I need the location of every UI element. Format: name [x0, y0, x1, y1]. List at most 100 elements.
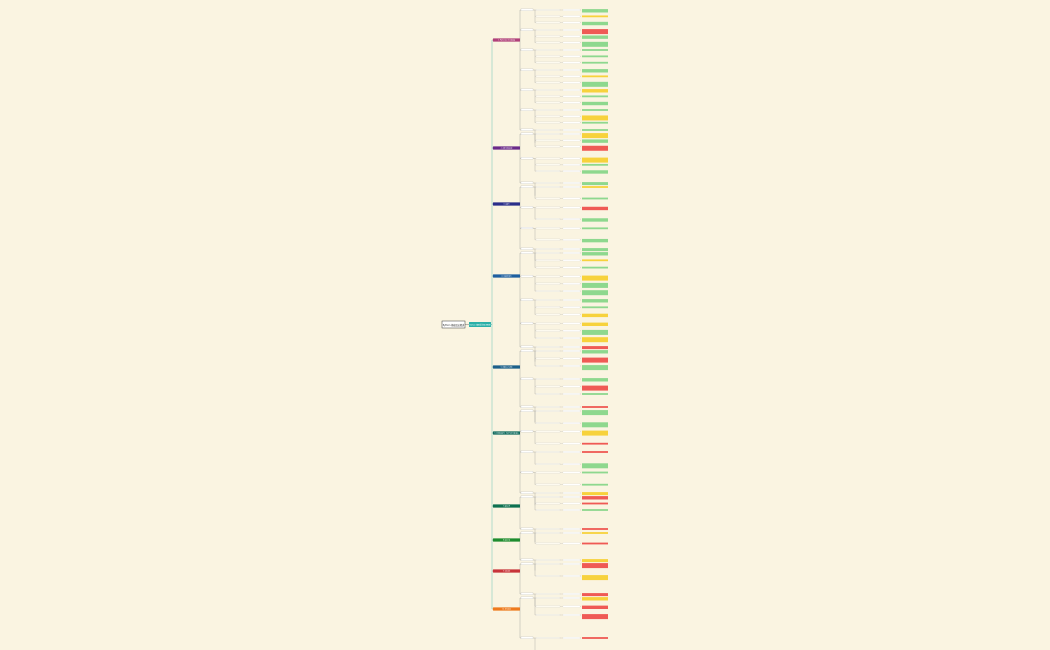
detail-node[interactable]: [535, 451, 561, 453]
point-node[interactable]: [562, 350, 581, 352]
point-node[interactable]: [562, 157, 581, 160]
leaf-note[interactable]: [582, 55, 608, 58]
point-node[interactable]: [562, 306, 581, 309]
subtopic-node[interactable]: [520, 409, 534, 412]
detail-node[interactable]: [535, 206, 561, 209]
point-node[interactable]: [562, 614, 581, 616]
point-node[interactable]: [562, 227, 581, 230]
point-node[interactable]: [562, 35, 581, 38]
leaf-note[interactable]: [582, 528, 608, 530]
detail-node[interactable]: [535, 496, 561, 498]
detail-node[interactable]: [535, 69, 561, 71]
leaf-note[interactable]: [582, 306, 608, 309]
leaf-note[interactable]: [582, 322, 608, 326]
point-node[interactable]: [562, 282, 581, 285]
subtopic-node[interactable]: [520, 275, 534, 278]
subtopic-node[interactable]: [520, 527, 534, 530]
subtopic-node[interactable]: [520, 227, 534, 230]
point-node[interactable]: [562, 559, 581, 561]
leaf-note[interactable]: [582, 129, 608, 131]
point-node[interactable]: [562, 21, 581, 24]
leaf-note[interactable]: [582, 186, 608, 188]
point-node[interactable]: [562, 496, 581, 498]
subtopic-node[interactable]: [520, 8, 534, 11]
leaf-note[interactable]: [582, 313, 608, 318]
point-node[interactable]: [562, 492, 581, 494]
point-node[interactable]: [562, 15, 581, 18]
detail-node[interactable]: [535, 129, 561, 131]
leaf-note[interactable]: [582, 121, 608, 124]
detail-node[interactable]: [535, 41, 561, 44]
point-node[interactable]: [562, 182, 581, 184]
point-node[interactable]: [562, 206, 581, 209]
subtopic-node[interactable]: [520, 108, 534, 111]
subtopic-node[interactable]: [520, 128, 534, 131]
leaf-note[interactable]: [582, 451, 608, 453]
detail-node[interactable]: [535, 528, 561, 530]
subtopic-node[interactable]: [520, 558, 534, 561]
subtopic-node[interactable]: [520, 349, 534, 352]
leaf-note[interactable]: [582, 259, 608, 262]
detail-node[interactable]: [535, 139, 561, 142]
detail-node[interactable]: [535, 49, 561, 51]
point-node[interactable]: [562, 115, 581, 118]
point-node[interactable]: [562, 69, 581, 71]
subtopic-node[interactable]: [520, 405, 534, 408]
leaf-note[interactable]: [582, 49, 608, 51]
detail-node[interactable]: [535, 471, 561, 474]
subtopic-node[interactable]: [520, 592, 534, 595]
detail-node[interactable]: [535, 259, 561, 262]
branch-node[interactable]: 7. 面向对象: [493, 504, 520, 508]
detail-node[interactable]: [535, 430, 561, 433]
detail-node[interactable]: [535, 121, 561, 124]
detail-node[interactable]: [535, 322, 561, 325]
subtopic-node[interactable]: [520, 471, 534, 474]
detail-node[interactable]: [535, 227, 561, 230]
detail-node[interactable]: [535, 378, 561, 380]
leaf-note[interactable]: [582, 442, 608, 445]
leaf-note[interactable]: [582, 422, 608, 428]
detail-node[interactable]: [535, 133, 561, 135]
leaf-note[interactable]: [582, 139, 608, 143]
branch-node[interactable]: 9. 文件操作: [493, 569, 520, 573]
leaf-note[interactable]: [582, 365, 608, 371]
point-node[interactable]: [562, 49, 581, 51]
leaf-note[interactable]: [582, 115, 608, 121]
leaf-note[interactable]: [582, 290, 608, 296]
leaf-note[interactable]: [582, 163, 608, 166]
subtopic-node[interactable]: [520, 181, 534, 184]
leaf-note[interactable]: [582, 337, 608, 343]
leaf-note[interactable]: [582, 563, 608, 569]
detail-node[interactable]: [535, 385, 561, 388]
detail-node[interactable]: [535, 532, 561, 534]
subtopic-node[interactable]: [520, 495, 534, 498]
detail-node[interactable]: [535, 509, 561, 511]
point-node[interactable]: [562, 442, 581, 445]
point-node[interactable]: [562, 133, 581, 135]
detail-node[interactable]: [535, 282, 561, 285]
leaf-note[interactable]: [582, 410, 608, 416]
leaf-note[interactable]: [582, 29, 608, 35]
point-node[interactable]: [562, 378, 581, 380]
detail-node[interactable]: [535, 248, 561, 250]
point-node[interactable]: [562, 597, 581, 599]
detail-node[interactable]: [535, 365, 561, 367]
leaf-note[interactable]: [582, 95, 608, 98]
subtopic-node[interactable]: [520, 206, 534, 209]
point-node[interactable]: [562, 145, 581, 148]
point-node[interactable]: [562, 502, 581, 505]
subtopic-node[interactable]: [520, 132, 534, 135]
subtopic-node[interactable]: [520, 531, 534, 534]
leaf-note[interactable]: [582, 299, 608, 303]
detail-node[interactable]: [535, 410, 561, 412]
leaf-note[interactable]: [582, 69, 608, 73]
point-node[interactable]: [562, 139, 581, 142]
leaf-note[interactable]: [582, 248, 608, 252]
detail-node[interactable]: [535, 559, 561, 561]
point-node[interactable]: [562, 129, 581, 131]
point-node[interactable]: [562, 81, 581, 84]
point-node[interactable]: [562, 483, 581, 486]
leaf-note[interactable]: [582, 393, 608, 395]
point-node[interactable]: [562, 75, 581, 78]
detail-node[interactable]: [535, 350, 561, 352]
